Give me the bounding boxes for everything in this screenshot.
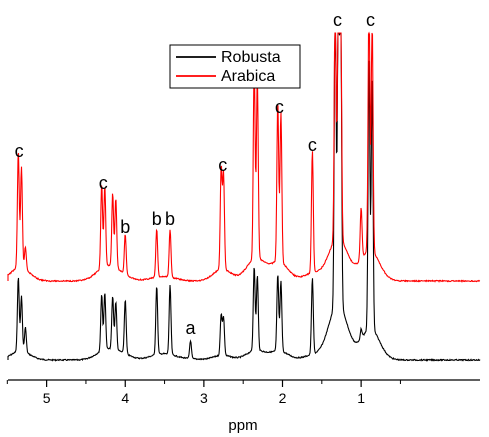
- peak-label-b: b: [152, 209, 162, 229]
- peak-label-b: b: [165, 209, 175, 229]
- legend-label-robusta: Robusta: [221, 49, 281, 66]
- x-tick-label: 4: [121, 390, 129, 406]
- peak-label-c: c: [15, 141, 24, 161]
- spectra-layer: [7, 31, 481, 362]
- peak-label-c: c: [366, 10, 375, 30]
- legend-box: [169, 44, 301, 89]
- spectrum-arabica: [7, 31, 481, 283]
- spectrum-robusta: [7, 32, 481, 362]
- peak-label-c: c: [218, 155, 227, 175]
- x-tick-label: 2: [279, 390, 287, 406]
- peak-label-b: b: [120, 217, 130, 237]
- peak-label-c: c: [308, 135, 317, 155]
- x-tick-label: 5: [43, 390, 51, 406]
- x-axis-ticks: 654321: [6, 380, 401, 406]
- x-axis: 654321 ppm: [6, 379, 480, 434]
- peak-label-c: c: [99, 173, 108, 193]
- x-tick-label: 3: [200, 390, 208, 406]
- peak-label-c: c: [275, 97, 284, 117]
- peak-label-a: a: [186, 318, 197, 338]
- legend: Robusta Arabica: [169, 44, 301, 89]
- legend-label-arabica: Arabica: [221, 68, 275, 85]
- x-axis-title: ppm: [228, 417, 257, 434]
- x-tick-label: 1: [357, 390, 365, 406]
- peak-label-c: c: [333, 10, 342, 30]
